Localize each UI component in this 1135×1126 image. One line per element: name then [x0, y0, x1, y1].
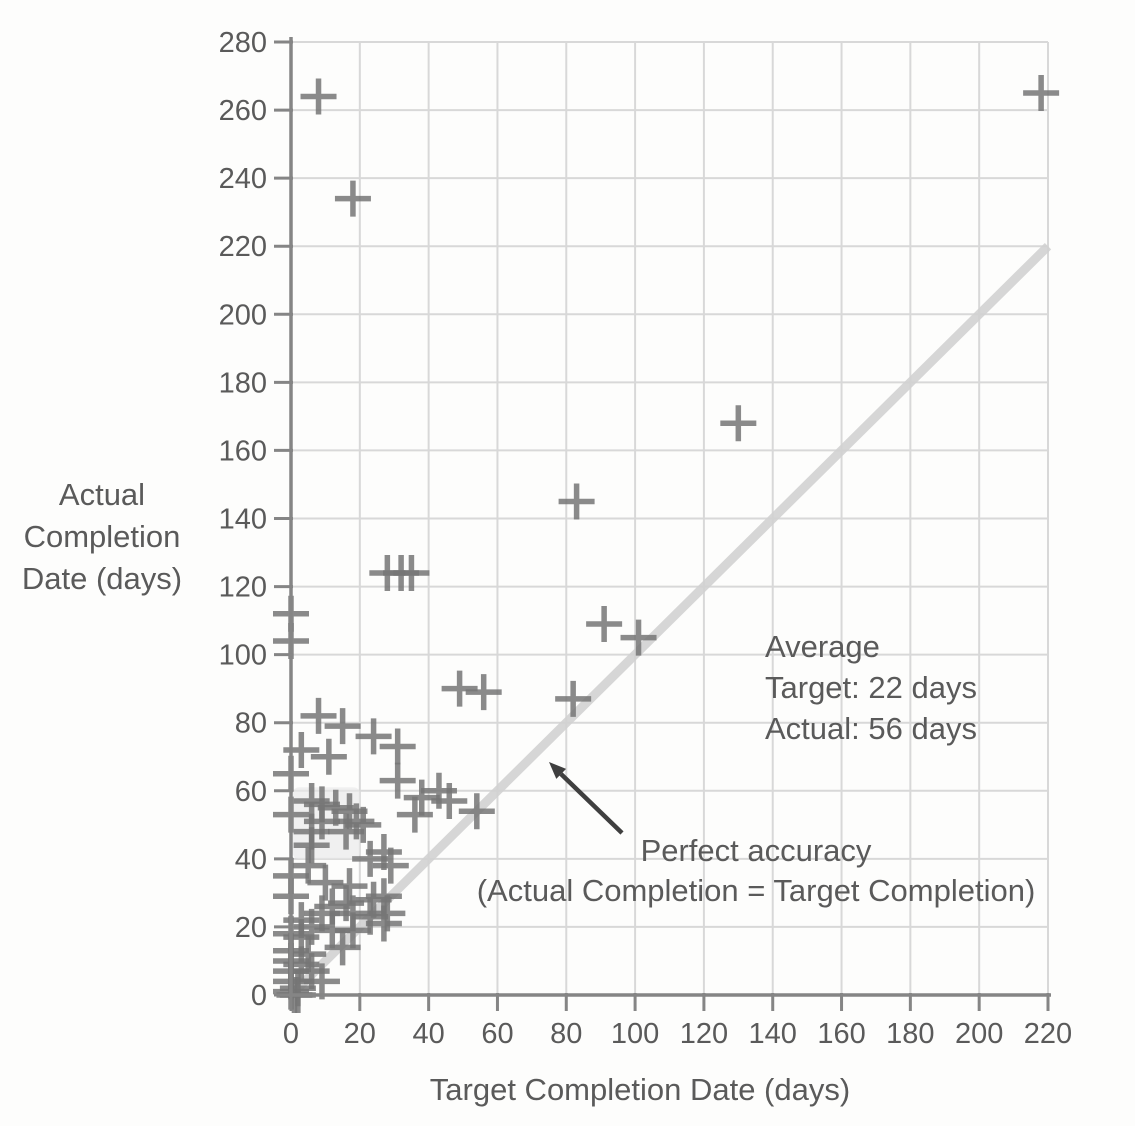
plus-marker: [307, 864, 344, 901]
plus-marker: [379, 728, 416, 765]
plus-marker: [310, 738, 347, 775]
perfect-accuracy-line: [287, 243, 1052, 999]
plus-marker: [1023, 75, 1060, 112]
plus-marker: [331, 868, 368, 905]
y-axis-title-line-1: Actual: [59, 477, 145, 512]
x-tick-label: 100: [611, 1018, 659, 1050]
average-annotation-line-3: Actual: 56 days: [765, 711, 977, 746]
plus-marker: [393, 554, 430, 591]
plus-marker: [558, 483, 595, 520]
plus-marker: [352, 840, 389, 877]
plus-marker: [555, 680, 592, 717]
x-tick-label: 20: [344, 1018, 376, 1050]
y-axis-title-line-2: Completion: [24, 519, 181, 554]
plus-marker: [403, 779, 440, 816]
x-tick-label: 140: [749, 1018, 797, 1050]
plus-marker: [720, 405, 757, 442]
axes-and-ticks: [274, 37, 1051, 1011]
plus-marker: [396, 796, 433, 833]
y-tick-label: 220: [219, 231, 267, 263]
plus-marker: [372, 847, 409, 884]
plus-marker: [300, 697, 337, 734]
x-tick-label: 120: [680, 1018, 728, 1050]
plus-marker: [431, 782, 468, 819]
y-tick-label: 120: [219, 572, 267, 604]
y-tick-label: 100: [219, 640, 267, 672]
plus-marker: [441, 670, 478, 707]
plus-marker: [586, 606, 623, 643]
plus-marker: [328, 813, 365, 850]
y-tick-label: 140: [219, 504, 267, 536]
plus-marker: [365, 905, 402, 942]
plus-marker: [300, 78, 337, 115]
pointer-arrow: [549, 762, 624, 835]
plus-marker: [293, 827, 330, 864]
x-tick-label: 180: [886, 1018, 934, 1050]
x-tick-label: 160: [817, 1018, 865, 1050]
y-tick-label: 200: [219, 299, 267, 331]
y-tick-label: 160: [219, 435, 267, 467]
y-tick-label: 60: [235, 776, 267, 808]
average-annotation-line-1: Average: [765, 629, 880, 664]
x-tick-label: 200: [955, 1018, 1003, 1050]
plus-marker: [379, 762, 416, 799]
y-tick-label: 0: [251, 980, 267, 1012]
x-axis-tick-labels: 0 20 40 60 80 100 120 140 160 180 200 220: [283, 1018, 1072, 1050]
x-tick-label: 220: [1024, 1018, 1072, 1050]
y-tick-label: 80: [235, 708, 267, 740]
arrow-shaft: [559, 772, 624, 835]
y-axis-tick-labels: 0 20 40 60 80 100 120 140 160 180 200 220 240 260 280: [219, 27, 267, 1012]
y-tick-label: 20: [235, 912, 267, 944]
average-annotation-line-2: Target: 22 days: [765, 670, 977, 705]
grid-lines: [291, 41, 1049, 995]
y-tick-label: 40: [235, 844, 267, 876]
plus-marker: [620, 619, 657, 656]
plus-marker: [458, 793, 495, 830]
plus-marker: [345, 806, 382, 843]
x-tick-label: 80: [550, 1018, 582, 1050]
y-tick-label: 180: [219, 367, 267, 399]
x-tick-label: 40: [413, 1018, 445, 1050]
plus-marker: [324, 929, 361, 966]
plus-marker: [355, 718, 392, 755]
y-tick-label: 260: [219, 95, 267, 127]
y-tick-label: 240: [219, 163, 267, 195]
perfect-accuracy-label-line-1: Perfect accuracy: [641, 833, 872, 868]
plus-marker: [334, 180, 371, 217]
arrow-head-icon: [549, 762, 567, 779]
y-axis-title-line-3: Date (days): [22, 561, 182, 596]
x-axis-title: Target Completion Date (days): [430, 1072, 850, 1107]
plus-marker: [324, 708, 361, 745]
y-tick-label: 280: [219, 27, 267, 59]
x-tick-label: 0: [283, 1018, 299, 1050]
plus-marker: [465, 674, 502, 711]
x-tick-label: 60: [481, 1018, 513, 1050]
perfect-accuracy-label-line-2: (Actual Completion = Target Completion): [477, 873, 1036, 908]
